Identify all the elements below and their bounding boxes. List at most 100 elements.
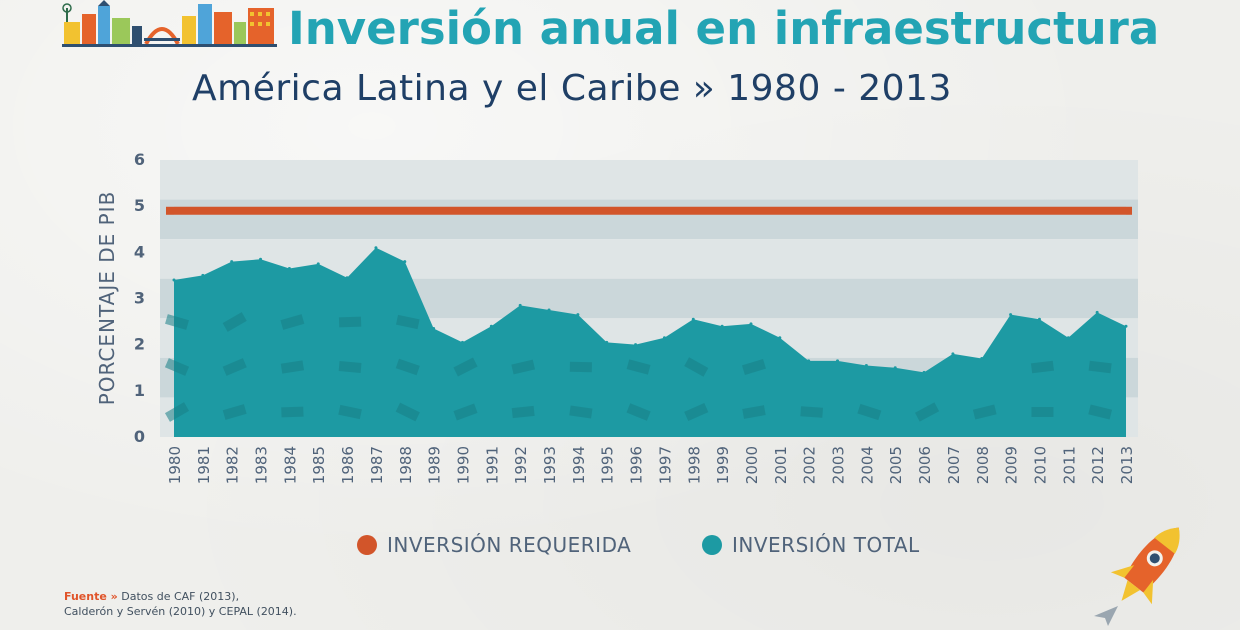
y-tick-label: 5: [134, 196, 145, 215]
chart-subtitle: América Latina y el Caribe » 1980 - 2013: [192, 68, 952, 109]
area-texture-mark: [569, 361, 592, 373]
paper-plane-icon: [1094, 606, 1118, 626]
data-point-total: [403, 260, 407, 264]
area-texture-mark: [857, 403, 882, 421]
area-texture-mark: [1088, 360, 1112, 374]
area-texture-mark: [395, 402, 420, 422]
data-point-total: [864, 363, 868, 367]
x-tick-label: 2006: [916, 446, 934, 484]
x-tick-label: 2004: [858, 446, 876, 484]
x-tick-label: 2005: [887, 446, 905, 484]
x-tick-label: 1994: [570, 446, 588, 484]
x-tick-label: 2002: [801, 446, 819, 484]
area-texture-mark: [1088, 404, 1113, 420]
data-point-total: [605, 340, 609, 344]
area-texture-mark: [395, 314, 420, 330]
area-texture-mark: [281, 406, 304, 418]
data-point-total: [432, 327, 436, 331]
data-point-total: [201, 273, 205, 277]
source-text-line1: Datos de CAF (2013),: [121, 590, 240, 603]
area-texture-mark: [164, 358, 190, 376]
area-texture-mark: [338, 316, 362, 328]
area-texture-mark: [626, 403, 651, 421]
x-tick-label: 2011: [1060, 446, 1078, 484]
x-tick-label: 1999: [714, 446, 732, 484]
x-tick-label: 1998: [685, 446, 703, 484]
area-texture-mark: [742, 405, 766, 419]
y-tick-label: 3: [134, 289, 145, 308]
legend-label-required: INVERSIÓN REQUERIDA: [387, 533, 632, 557]
chart-title: Inversión anual en infraestructura: [288, 2, 1160, 55]
data-point-total: [807, 359, 811, 363]
x-tick-label: 2003: [830, 446, 848, 484]
area-texture-mark: [453, 357, 478, 377]
y-tick-label: 1: [134, 381, 145, 400]
data-point-total: [1009, 313, 1013, 317]
x-tick-label: 1988: [397, 446, 415, 484]
area-texture-mark: [338, 361, 362, 373]
area-texture-mark: [511, 359, 536, 375]
area-texture-mark: [972, 404, 997, 420]
data-point-total: [1037, 317, 1041, 321]
legend-item-required: INVERSIÓN REQUERIDA: [357, 533, 631, 557]
source-text-line2: Calderón y Servén (2010) y CEPAL (2014).: [64, 605, 297, 618]
area-texture-mark: [1030, 360, 1054, 374]
data-point-total: [460, 340, 464, 344]
x-tick-label: 1996: [628, 446, 646, 484]
data-point-total: [345, 276, 349, 280]
x-tick-label: 2013: [1118, 446, 1136, 484]
data-point-total: [980, 357, 984, 361]
legend-label-total: INVERSIÓN TOTAL: [732, 533, 920, 557]
source-label: Fuente »: [64, 590, 118, 603]
area-texture-mark: [915, 402, 940, 422]
data-point-total: [836, 359, 840, 363]
x-tick-label: 2000: [743, 446, 761, 484]
series-area-total: [174, 247, 1126, 437]
x-tick-label: 1990: [454, 446, 472, 484]
city-skyline-icon: [62, 0, 277, 47]
x-tick-label: 1982: [224, 446, 242, 484]
data-point-total: [172, 278, 176, 282]
area-texture-mark: [511, 405, 535, 419]
y-tick-label: 2: [134, 335, 145, 354]
area-texture-mark: [165, 314, 189, 330]
area-texture-mark: [222, 312, 247, 332]
area-texture-mark: [800, 406, 823, 418]
area-texture-mark: [741, 359, 766, 375]
area-texture-mark: [338, 404, 362, 420]
y-tick-label: 4: [134, 242, 145, 261]
x-tick-label: 2001: [772, 446, 790, 484]
data-point-total: [662, 336, 666, 340]
x-tick-label: 1995: [599, 446, 617, 484]
legend-dot-required: [357, 535, 377, 555]
data-point-total: [489, 324, 493, 328]
source-note: Fuente » Datos de CAF (2013), Calderón y…: [64, 589, 384, 619]
x-tick-label: 2008: [974, 446, 992, 484]
data-point-total: [1095, 310, 1099, 314]
x-tick-label: 1989: [426, 446, 444, 484]
data-point-total: [778, 336, 782, 340]
data-point-total: [1124, 324, 1128, 328]
area-chart: 0 1 2 3 4 5 6 1980 1981 1982 1983 1984 1985 1986 1987…: [134, 150, 1138, 484]
data-point-total: [287, 266, 291, 270]
x-tick-label: 1991: [483, 446, 501, 484]
area-texture-mark: [626, 359, 651, 375]
x-tick-label: 1980: [166, 446, 184, 484]
area-texture-mark: [222, 358, 247, 376]
x-tick-label: 1997: [656, 446, 674, 484]
data-point-total: [547, 308, 551, 312]
y-tick-label: 0: [134, 427, 145, 446]
area-texture-mark: [1031, 407, 1054, 417]
x-tick-label: 1983: [253, 446, 271, 484]
area-texture-mark: [280, 360, 305, 374]
legend-item-total: INVERSIÓN TOTAL: [702, 533, 920, 557]
data-point-total: [951, 352, 955, 356]
x-tick-label: 1987: [368, 446, 386, 484]
data-point-total: [259, 257, 263, 261]
x-tick-label: 1992: [512, 446, 530, 484]
x-tick-label: 2007: [945, 446, 963, 484]
x-tick-label: 2009: [1003, 446, 1021, 484]
grid-band: [160, 160, 1138, 200]
area-texture-mark: [684, 357, 709, 377]
legend-dot-total: [702, 535, 722, 555]
